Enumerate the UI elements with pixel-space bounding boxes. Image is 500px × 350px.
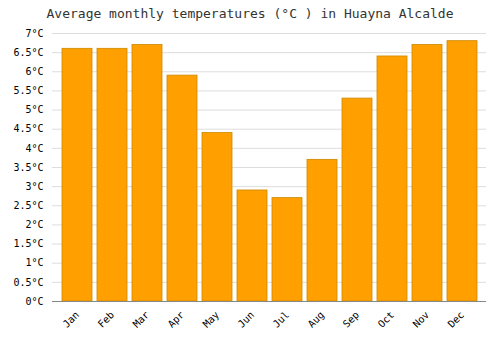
svg-text:2°C: 2°C	[25, 219, 43, 230]
svg-text:Nov: Nov	[411, 309, 432, 330]
svg-text:6.5°C: 6.5°C	[13, 47, 43, 58]
svg-text:Sep: Sep	[341, 309, 362, 330]
svg-text:4°C: 4°C	[25, 143, 43, 154]
svg-text:2.5°C: 2.5°C	[13, 200, 43, 211]
svg-text:Oct: Oct	[376, 309, 397, 330]
svg-text:Dec: Dec	[446, 309, 467, 330]
svg-text:3.5°C: 3.5°C	[13, 162, 43, 173]
svg-text:Aug: Aug	[306, 309, 327, 330]
svg-text:May: May	[201, 309, 222, 330]
svg-text:4.5°C: 4.5°C	[13, 123, 43, 134]
svg-text:3°C: 3°C	[25, 181, 43, 192]
svg-text:7°C: 7°C	[25, 28, 43, 39]
svg-text:Apr: Apr	[166, 309, 187, 330]
svg-text:1°C: 1°C	[25, 257, 43, 268]
html-text:Average monthly temperatures (: Average monthly temperatures (°C ) in Hu…	[46, 6, 454, 21]
svg-text:Jan: Jan	[61, 309, 82, 330]
svg-text:6°C: 6°C	[25, 66, 43, 77]
svg-text:Jun: Jun	[236, 309, 257, 330]
svg-text:1.5°C: 1.5°C	[13, 238, 43, 249]
svg-text:0°C: 0°C	[25, 296, 43, 307]
svg-text:5.5°C: 5.5°C	[13, 85, 43, 96]
svg-text:Feb: Feb	[96, 309, 117, 330]
svg-text:Jul: Jul	[271, 309, 292, 330]
svg-text:0.5°C: 0.5°C	[13, 277, 43, 288]
svg-text:Mar: Mar	[131, 309, 152, 330]
svg-text:5°C: 5°C	[25, 104, 43, 115]
